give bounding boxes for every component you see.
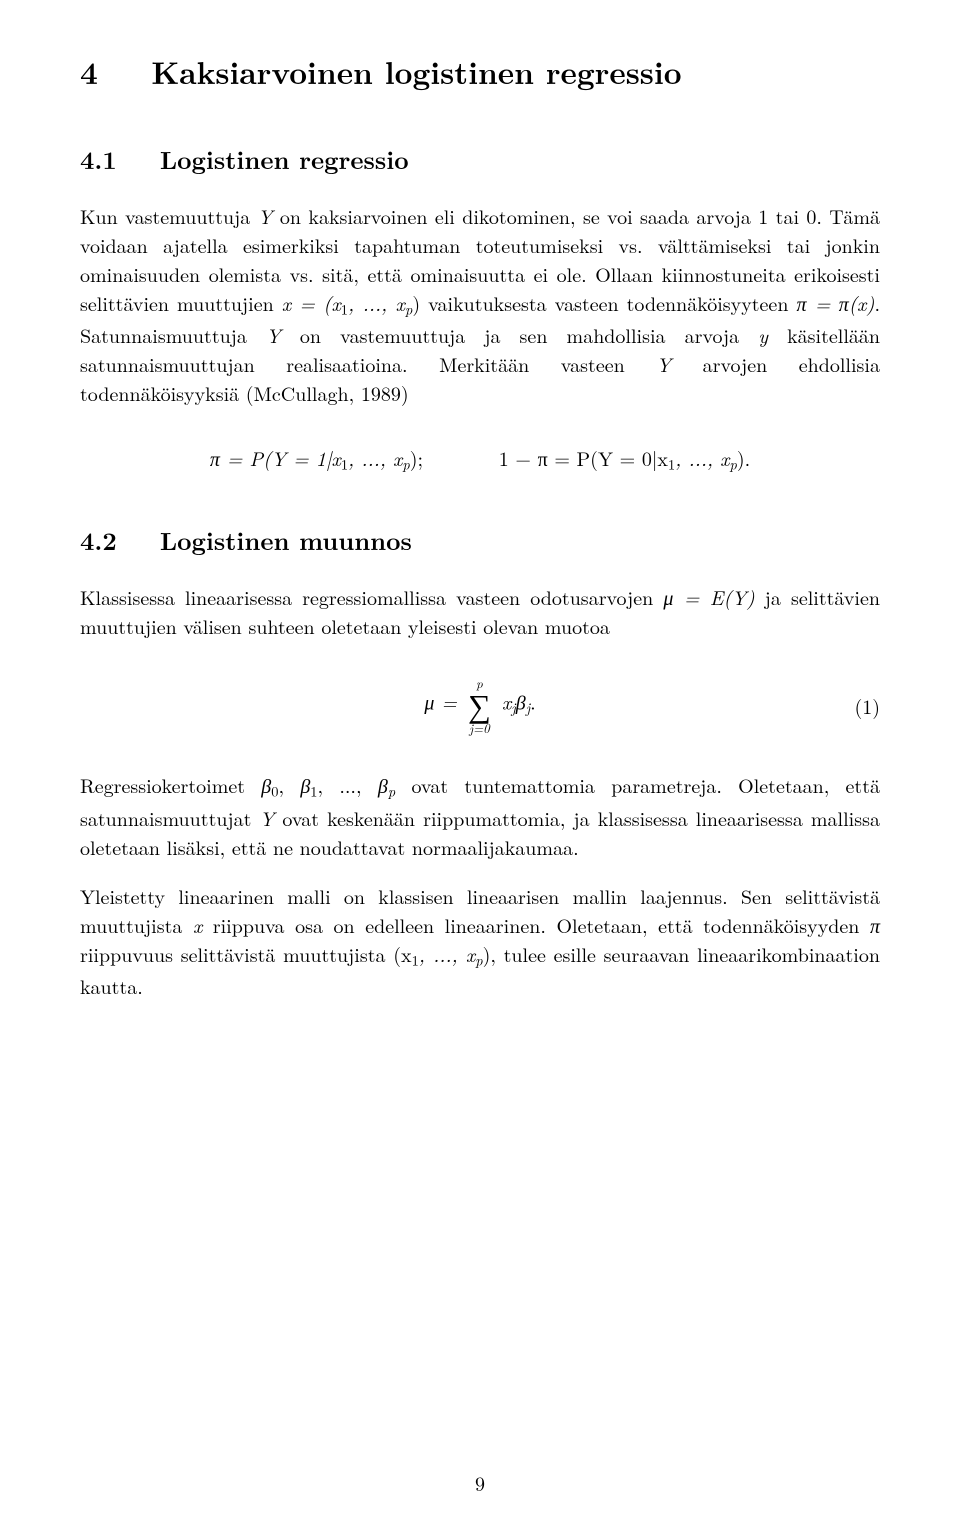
paragraph-41-1: Kun vastemuuttuja Y on kaksiarvoinen eli… bbox=[80, 201, 880, 407]
text-run: . bbox=[530, 686, 536, 715]
section-number: 4 bbox=[80, 50, 98, 94]
math-betas: β0, β1, ..., βp bbox=[261, 770, 395, 799]
math-y: y bbox=[758, 320, 768, 349]
math-Y: Y bbox=[258, 201, 273, 230]
page-number: 9 bbox=[80, 1468, 880, 1497]
text-run: β bbox=[516, 686, 526, 715]
math-pi: π bbox=[870, 910, 880, 939]
math-xtuple: (x1, ..., xp) bbox=[393, 939, 490, 968]
text-run: 1 − π = P(Y = 0|x bbox=[499, 443, 668, 472]
text-run: riippuvuus selittävistä muuttujista bbox=[80, 939, 393, 968]
paragraph-42-1: Klassisessa lineaarisessa regressiomalli… bbox=[80, 582, 880, 640]
display-equation-prob: π = P(Y = 1|x1, ..., xp); 1 − π = P(Y = … bbox=[80, 443, 880, 475]
math-Y: Y bbox=[266, 320, 281, 349]
subsection-41-heading: 4.1 Logistinen regressio bbox=[80, 142, 880, 177]
paragraph-42-2: Regressiokertoimet β0, β1, ..., βp ovat … bbox=[80, 770, 880, 860]
section-title: Kaksiarvoinen logistinen regressio bbox=[151, 50, 681, 94]
subsection-title: Logistinen muunnos bbox=[160, 523, 412, 558]
subsection-number: 4.1 bbox=[80, 142, 117, 177]
text-run: μ = bbox=[424, 686, 464, 715]
display-equation-1: μ = p ∑ j=0 xjβj. (1) bbox=[80, 676, 880, 734]
subsection-number: 4.2 bbox=[80, 523, 117, 558]
text-run: ); bbox=[410, 443, 423, 472]
math-muEY: μ = E(Y) bbox=[663, 582, 754, 611]
text-run: ). bbox=[737, 443, 750, 472]
text-run: on vastemuuttuja ja sen mahdollisia arvo… bbox=[281, 320, 758, 349]
text-run: Kun vastemuuttuja bbox=[80, 201, 258, 230]
sum-lower: j=0 bbox=[469, 721, 490, 734]
text-run: x = (x bbox=[282, 288, 341, 317]
text-run: , ..., x bbox=[419, 939, 475, 968]
text-run: riippuva osa on edelleen lineaarinen. Ol… bbox=[202, 910, 870, 939]
math-xvec: x = (x1, ..., xp) bbox=[282, 288, 420, 317]
summation-icon: p ∑ j=0 bbox=[468, 676, 491, 734]
text-run: (x bbox=[393, 939, 411, 968]
text-run: , ..., x bbox=[348, 443, 402, 472]
math-Y: Y bbox=[656, 349, 671, 378]
text-run: vaikutuksesta vasteen todennäköisyyteen bbox=[420, 288, 796, 317]
text-run: x bbox=[502, 686, 511, 715]
text-run: π = P(Y = 1|x bbox=[210, 443, 341, 472]
section-heading: 4 Kaksiarvoinen logistinen regressio bbox=[80, 50, 880, 94]
paragraph-42-3: Yleistetty lineaarinen malli on klassise… bbox=[80, 881, 880, 1000]
math-Y: Y bbox=[259, 803, 274, 832]
math-x: x bbox=[193, 910, 202, 939]
text-run: β bbox=[378, 770, 388, 799]
equation-number: (1) bbox=[854, 691, 880, 720]
subsection-42-heading: 4.2 Logistinen muunnos bbox=[80, 523, 880, 558]
subsection-title: Logistinen regressio bbox=[160, 142, 409, 177]
math-pi: π = π(x) bbox=[796, 288, 874, 317]
text-run: Klassisessa lineaarisessa regressiomalli… bbox=[80, 582, 663, 611]
text-run: β bbox=[261, 770, 271, 799]
text-run: , ..., x bbox=[675, 443, 729, 472]
text-run: Regressiokertoimet bbox=[80, 770, 261, 799]
text-run: β bbox=[300, 770, 310, 799]
text-run: , ..., x bbox=[348, 288, 405, 317]
